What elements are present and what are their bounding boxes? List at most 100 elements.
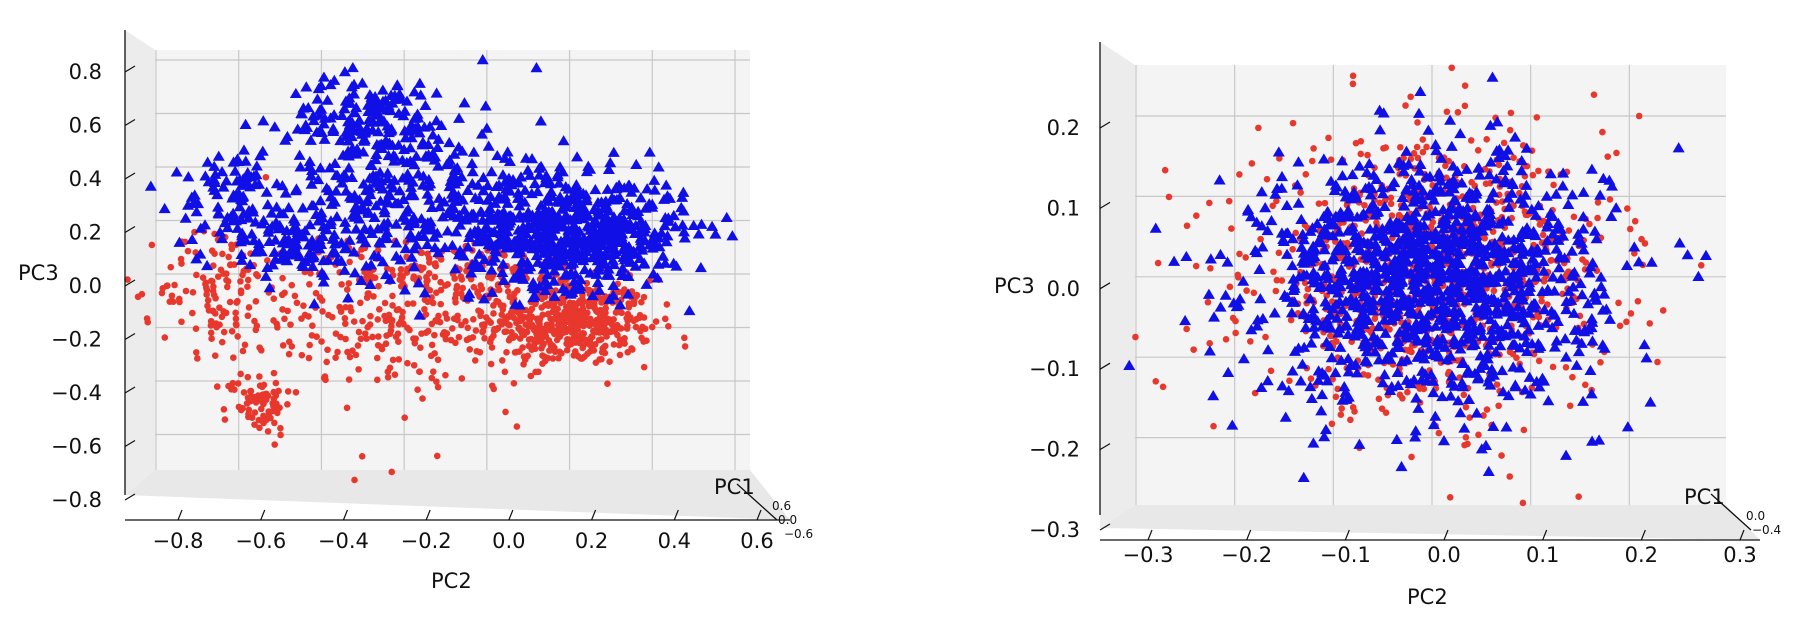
blue-triangle-point bbox=[1360, 272, 1373, 283]
blue-triangle-point bbox=[1500, 299, 1513, 310]
red-circle-point bbox=[434, 383, 442, 391]
blue-triangle-point bbox=[405, 251, 418, 262]
red-circle-point bbox=[209, 262, 217, 270]
blue-triangle-point bbox=[1429, 410, 1442, 421]
red-circle-point bbox=[428, 341, 436, 349]
blue-triangle-point bbox=[1476, 330, 1489, 341]
blue-triangle-point bbox=[477, 185, 490, 196]
blue-triangle-point bbox=[512, 177, 525, 188]
red-circle-point bbox=[1307, 375, 1315, 383]
blue-triangle-point bbox=[179, 212, 192, 223]
blue-triangle-point bbox=[497, 274, 510, 285]
blue-triangle-point bbox=[1292, 197, 1305, 208]
blue-triangle-point bbox=[244, 258, 257, 270]
red-circle-point bbox=[636, 314, 643, 321]
red-circle-point bbox=[262, 173, 270, 181]
red-circle-point bbox=[1152, 378, 1160, 385]
blue-triangle-point bbox=[539, 203, 552, 215]
blue-triangle-point bbox=[1427, 375, 1440, 386]
blue-triangle-point bbox=[1336, 155, 1349, 166]
blue-triangle-point bbox=[1692, 270, 1705, 281]
red-circle-point bbox=[420, 264, 427, 272]
blue-triangle-point bbox=[1490, 173, 1503, 184]
pc3-tick-label: −0.8 bbox=[51, 488, 102, 512]
blue-triangle-point bbox=[545, 190, 558, 201]
blue-triangle-point bbox=[340, 223, 353, 234]
red-circle-point bbox=[1495, 402, 1502, 410]
blue-triangle-point bbox=[355, 233, 368, 244]
blue-triangle-point bbox=[1400, 145, 1413, 156]
red-circle-point bbox=[1462, 434, 1470, 441]
blue-triangle-point bbox=[1572, 345, 1585, 357]
pc2-tick-mark bbox=[1246, 529, 1252, 541]
blue-triangle-point bbox=[1307, 303, 1320, 314]
red-circle-point bbox=[1327, 156, 1335, 164]
blue-triangle-point bbox=[294, 161, 307, 172]
red-circle-point bbox=[1287, 316, 1295, 324]
blue-triangle-point bbox=[1443, 271, 1456, 283]
red-circle-point bbox=[1332, 393, 1340, 401]
right-3d-scatter-panel: −0.3−0.2−0.10.00.10.2−0.3 −0.2 −0.1 0.0 0.1 0… bbox=[994, 42, 1781, 609]
blue-triangle-point bbox=[1446, 370, 1459, 381]
red-circle-point bbox=[1475, 431, 1482, 439]
red-circle-point bbox=[237, 278, 244, 285]
red-circle-point bbox=[573, 351, 581, 359]
data-points bbox=[1123, 64, 1712, 507]
red-circle-point bbox=[681, 343, 689, 350]
blue-triangle-point bbox=[534, 115, 547, 126]
pc2-tick-mark bbox=[342, 509, 348, 521]
red-circle-point bbox=[1529, 171, 1537, 179]
blue-triangle-point bbox=[338, 66, 351, 77]
pc3-tick-label: 0.2 bbox=[69, 221, 102, 245]
blue-triangle-point bbox=[421, 238, 434, 250]
blue-triangle-point bbox=[568, 275, 581, 286]
red-circle-point bbox=[417, 344, 424, 352]
blue-triangle-point bbox=[1364, 189, 1377, 200]
blue-triangle-point bbox=[1362, 252, 1375, 263]
blue-triangle-point bbox=[1414, 158, 1427, 169]
red-circle-point bbox=[1570, 213, 1578, 221]
blue-triangle-point bbox=[533, 169, 546, 180]
blue-triangle-point bbox=[1415, 267, 1428, 278]
red-circle-point bbox=[1654, 358, 1661, 366]
blue-triangle-point bbox=[1484, 156, 1497, 167]
pc1-tick-label: −0.6 bbox=[784, 527, 813, 541]
red-circle-point bbox=[588, 302, 595, 310]
blue-triangle-point bbox=[1557, 230, 1570, 241]
red-circle-point bbox=[1474, 147, 1482, 154]
blue-triangle-point bbox=[1504, 272, 1517, 283]
blue-triangle-point bbox=[1444, 114, 1457, 125]
blue-triangle-point bbox=[291, 123, 304, 134]
blue-triangle-point bbox=[340, 185, 353, 196]
red-circle-point bbox=[1328, 420, 1336, 428]
blue-triangle-point bbox=[1234, 293, 1247, 304]
blue-triangle-point bbox=[1346, 168, 1359, 180]
tick-labels: −0.3−0.2−0.10.00.10.2−0.3 −0.2 −0.1 0.0 0.1 0… bbox=[1029, 116, 1781, 567]
red-circle-point bbox=[474, 289, 481, 297]
pc2-tick-mark bbox=[1542, 529, 1548, 541]
red-circle-point bbox=[471, 357, 479, 364]
pc2-tick-label: 0.0 bbox=[1427, 543, 1460, 567]
blue-triangle-point bbox=[1550, 188, 1563, 199]
blue-triangle-point bbox=[1582, 324, 1595, 335]
blue-triangle-point bbox=[1582, 298, 1595, 309]
blue-triangle-point bbox=[239, 118, 252, 129]
blue-triangle-point bbox=[1385, 313, 1398, 324]
blue-triangle-point bbox=[1391, 335, 1404, 346]
blue-triangle-point bbox=[1460, 163, 1473, 174]
blue-triangle-point bbox=[1366, 198, 1379, 209]
blue-triangle-point bbox=[496, 266, 509, 278]
red-circle-point bbox=[272, 392, 280, 399]
red-circle-point bbox=[343, 286, 351, 293]
blue-triangle-point bbox=[1297, 269, 1310, 280]
red-circle-point bbox=[357, 335, 365, 343]
blue-triangle-point bbox=[513, 299, 526, 310]
pc1-tick-label: 0.6 bbox=[772, 499, 791, 513]
red-circle-point bbox=[1544, 301, 1551, 308]
blue-triangle-point bbox=[296, 258, 309, 269]
red-circle-point bbox=[1579, 256, 1586, 263]
red-circle-point bbox=[279, 306, 286, 313]
blue-triangle-point bbox=[366, 116, 379, 127]
blue-triangle-point bbox=[1395, 248, 1408, 260]
blue-triangle-point bbox=[591, 276, 604, 288]
